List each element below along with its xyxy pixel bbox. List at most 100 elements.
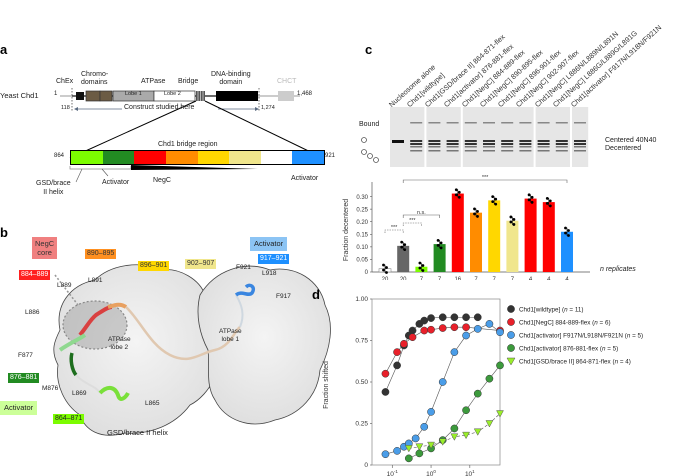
gel-band	[410, 143, 423, 145]
data-point	[381, 450, 390, 459]
n-replicate-label: 7	[511, 277, 515, 280]
bar	[433, 244, 446, 272]
negc-core-tag: NegC core	[32, 237, 58, 259]
residue-l869: L869	[72, 390, 87, 397]
n-replicate-label: 4	[565, 277, 569, 280]
fit-curve	[385, 326, 501, 374]
data-point	[385, 271, 388, 274]
activator-left-label: Activator	[102, 179, 130, 186]
legend-label: Chd1[wildtype] (n = 11)	[519, 306, 583, 313]
gel-band	[537, 143, 550, 145]
gel-band	[410, 140, 423, 142]
y-axis-label: Fraction decentered	[343, 199, 350, 261]
gel-band	[446, 150, 459, 152]
data-point	[382, 268, 385, 272]
gel-band	[464, 146, 477, 148]
y-tick-label: 0.15	[356, 232, 368, 238]
legend-marker	[507, 318, 515, 326]
nucleosome-icons	[361, 137, 379, 163]
gel-band	[428, 150, 441, 152]
orange-helix	[107, 302, 128, 309]
gel-band	[519, 140, 532, 142]
data-point	[421, 269, 425, 272]
gel-band	[574, 146, 586, 148]
gel-block	[390, 107, 425, 167]
bridge-segment	[229, 151, 261, 164]
bridge-end: 921	[325, 153, 336, 159]
data-point	[418, 266, 422, 270]
n-replicate-label: 20	[382, 277, 389, 280]
residue-f917: F917	[276, 293, 291, 300]
sig-bracket-s2-label: ***	[409, 218, 416, 224]
x-tick-label: 10-1	[387, 469, 399, 476]
bridge-segment	[165, 151, 198, 164]
data-point	[415, 449, 424, 458]
data-point	[415, 443, 424, 451]
data-point	[491, 195, 495, 198]
data-point	[512, 218, 516, 221]
gel-band-bound	[501, 122, 514, 124]
decentered-label: Decentered	[605, 145, 642, 152]
bar	[470, 212, 482, 272]
data-point	[393, 348, 401, 356]
data-point	[530, 195, 534, 199]
gel-band-bound	[519, 122, 532, 124]
sig-bracket-ns-label: n.s.	[417, 210, 426, 216]
protein-name: Yeast Chd1	[0, 91, 39, 100]
bridge-segment	[102, 151, 135, 164]
data-point	[400, 245, 404, 249]
tag-884-889: 884–889	[19, 270, 51, 280]
gel-band	[483, 150, 495, 152]
data-point	[403, 243, 407, 247]
gel-band	[555, 143, 568, 145]
gel-band	[501, 143, 514, 145]
lobe1-surface	[197, 265, 331, 425]
bar-chart: 0 0.05 0.10 0.15 0.20 0.25 0.30 Fraction decent…	[343, 175, 590, 280]
data-point	[450, 348, 459, 356]
chex-domain	[76, 92, 84, 100]
x-tick-label: 100	[426, 469, 436, 476]
data-point	[411, 434, 420, 443]
data-point	[476, 215, 479, 218]
data-point	[527, 198, 531, 202]
data-point	[476, 210, 479, 213]
gel-band-bound	[537, 122, 550, 124]
legend-marker	[506, 357, 516, 366]
data-point	[393, 361, 401, 370]
data-point	[485, 420, 494, 428]
data-point	[496, 361, 504, 370]
data-point	[421, 264, 425, 267]
tag-896-901: 896–901	[138, 261, 170, 271]
dna-binding-domain	[216, 91, 258, 101]
sig-bracket-all	[402, 179, 568, 183]
residue-f921: F921	[236, 264, 251, 271]
data-point	[436, 238, 440, 242]
data-point	[462, 431, 470, 440]
data-point	[420, 326, 429, 335]
data-point	[450, 433, 459, 441]
sig-bracket-all-label: ***	[482, 175, 489, 181]
data-point	[512, 223, 516, 226]
activator-right-label: Activator	[291, 175, 319, 182]
data-point	[473, 325, 482, 333]
data-point	[427, 408, 435, 416]
gel-band-bound	[555, 122, 568, 124]
legend-marker	[507, 305, 515, 313]
data-point	[473, 212, 476, 216]
data-point	[527, 193, 531, 197]
tag-890-895: 890–895	[85, 249, 117, 259]
legend-marker	[507, 331, 515, 339]
tag-864-871: 864–871	[53, 414, 85, 424]
gel-band	[428, 143, 441, 145]
y-tick-label: 0.20	[356, 220, 368, 226]
data-point	[436, 243, 440, 247]
gel-band	[537, 146, 550, 148]
data-point	[400, 339, 408, 348]
y-tick-label: 0.10	[356, 245, 368, 251]
chex-label: ChEx	[56, 78, 74, 85]
residue-l918: L918	[262, 270, 277, 277]
data-point	[473, 389, 482, 398]
data-point	[545, 196, 549, 200]
lobe1-label: Lobe 1	[125, 91, 142, 97]
data-point	[454, 193, 458, 197]
